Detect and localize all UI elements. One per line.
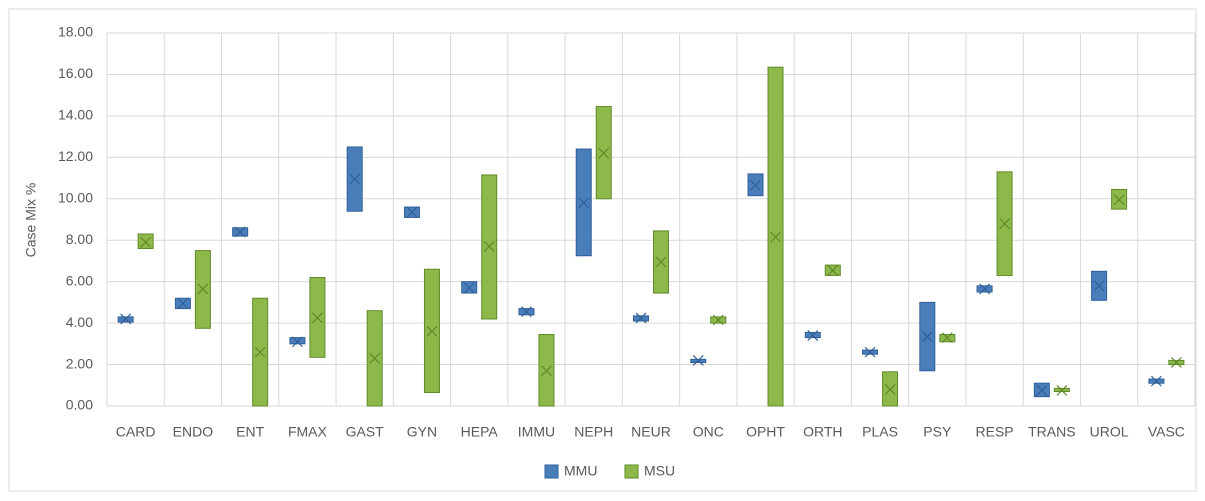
mean-marker <box>311 312 323 324</box>
mean-marker <box>1113 194 1125 206</box>
x-tick-label: ENT <box>236 424 264 440</box>
mean-marker <box>463 282 475 294</box>
mean-marker <box>483 241 495 252</box>
mean-marker <box>750 179 761 191</box>
x-tick-label: OPHT <box>746 424 785 440</box>
mean-marker <box>941 332 953 344</box>
mean-marker <box>1150 375 1162 387</box>
x-tick-label: UROL <box>1090 424 1129 440</box>
x-tick-label: ORTH <box>803 424 842 440</box>
mean-marker <box>254 346 266 358</box>
x-tick-label: IMMU <box>518 424 555 440</box>
mean-marker <box>635 312 647 324</box>
mean-marker <box>979 283 991 295</box>
y-tick-label: 16.00 <box>58 65 93 81</box>
y-tick-label: 4.00 <box>66 314 93 330</box>
mean-marker <box>291 336 303 348</box>
x-tick-label: PSY <box>923 424 952 440</box>
y-tick-label: 0.00 <box>66 397 93 413</box>
x-tick-label: PLAS <box>862 424 898 440</box>
chart-border <box>8 8 1197 492</box>
mean-marker <box>177 298 189 309</box>
mean-marker <box>234 226 246 238</box>
y-tick-label: 6.00 <box>66 272 93 288</box>
y-axis-label: Case Mix % <box>23 183 39 258</box>
y-tick-label: 10.00 <box>58 189 93 205</box>
x-tick-label: NEUR <box>631 424 671 440</box>
mean-marker <box>655 256 667 268</box>
y-tick-label: 18.00 <box>58 24 93 40</box>
mean-marker <box>921 331 933 343</box>
mean-marker <box>406 206 418 218</box>
mean-marker <box>578 197 590 209</box>
range-box <box>137 233 154 250</box>
mean-marker <box>521 306 532 318</box>
y-tick-label: 12.00 <box>58 148 93 164</box>
legend-label: MSU <box>644 463 675 479</box>
mean-marker <box>349 173 361 185</box>
mean-marker <box>120 313 132 325</box>
y-tick-label: 14.00 <box>58 107 93 123</box>
mean-marker <box>770 231 781 243</box>
mean-marker <box>140 236 152 248</box>
x-tick-label: HEPA <box>461 424 499 440</box>
x-tick-label: FMAX <box>288 424 328 440</box>
mean-marker <box>999 218 1011 230</box>
y-tick-label: 2.00 <box>66 355 93 371</box>
mean-marker <box>426 325 438 337</box>
mean-marker <box>884 383 896 395</box>
x-tick-label: TRANS <box>1028 424 1075 440</box>
legend-swatch <box>544 464 559 479</box>
x-tick-label: CARD <box>116 424 156 440</box>
legend-label: MMU <box>564 463 597 479</box>
mean-marker <box>1170 357 1182 368</box>
x-tick-label: NEPH <box>574 424 613 440</box>
mean-marker <box>197 283 209 295</box>
mean-marker <box>692 354 704 366</box>
range-box <box>289 337 306 345</box>
mean-marker <box>1093 280 1105 292</box>
x-tick-label: VASC <box>1148 424 1185 440</box>
mean-marker <box>807 330 819 341</box>
mean-marker <box>541 365 552 377</box>
legend-swatch <box>624 464 639 479</box>
mean-marker <box>369 352 381 364</box>
x-tick-label: RESP <box>976 424 1014 440</box>
mean-marker <box>598 147 610 159</box>
x-tick-label: ONC <box>693 424 724 440</box>
mean-marker <box>864 346 876 358</box>
mean-marker <box>1056 385 1068 396</box>
x-tick-label: GAST <box>346 424 385 440</box>
y-tick-label: 8.00 <box>66 231 93 247</box>
mean-marker <box>712 314 724 326</box>
mean-marker <box>1036 385 1048 396</box>
x-tick-label: ENDO <box>173 424 214 440</box>
mean-marker <box>827 264 839 276</box>
x-tick-label: GYN <box>407 424 437 440</box>
